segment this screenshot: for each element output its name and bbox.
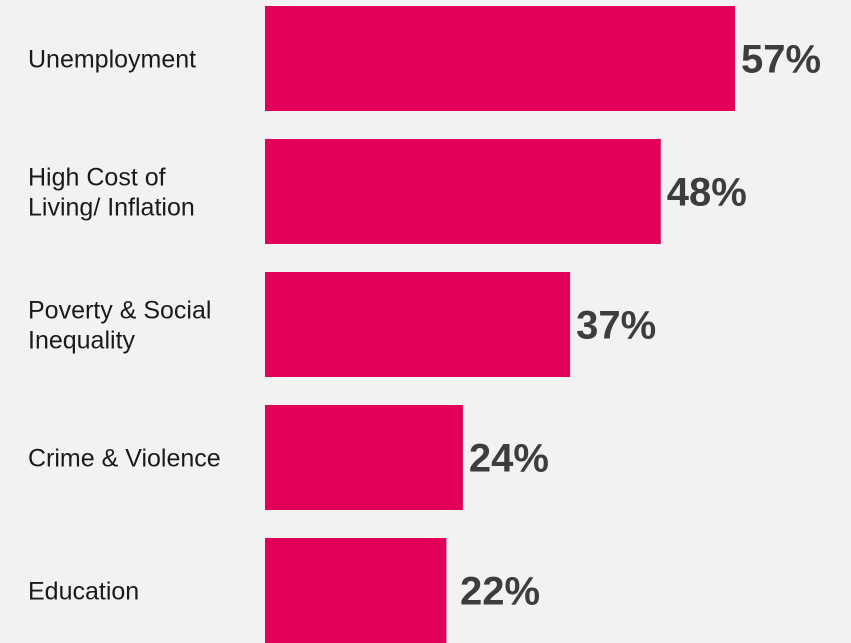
- category-label: Unemployment: [28, 46, 196, 74]
- data-label: 48%: [667, 171, 747, 215]
- category-label: Poverty & Social Inequality: [28, 297, 211, 355]
- category-label: Crime & Violence: [28, 445, 221, 473]
- bar: [265, 139, 661, 244]
- bar: [265, 6, 735, 111]
- data-label: 24%: [469, 437, 549, 481]
- bar: [265, 405, 463, 510]
- data-label: 37%: [576, 304, 656, 348]
- data-label: 57%: [741, 38, 821, 82]
- data-label: 22%: [460, 570, 540, 614]
- bar: [265, 538, 447, 643]
- category-label: High Cost of Living/ Inflation: [28, 164, 195, 222]
- bar: [265, 272, 571, 377]
- category-label: Education: [28, 578, 139, 606]
